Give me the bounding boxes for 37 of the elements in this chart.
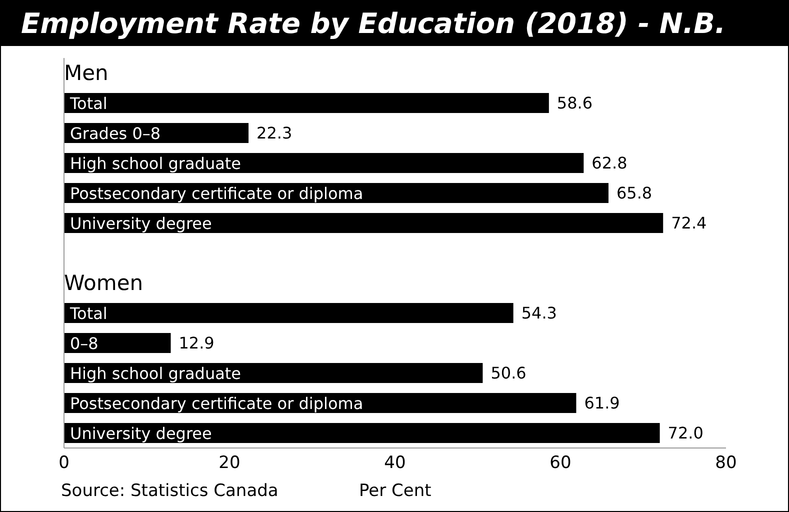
- bar: [64, 303, 514, 323]
- data-label: 54.3: [521, 304, 557, 323]
- x-tick-label: 0: [58, 453, 70, 474]
- y-tick-label: High school graduate: [70, 154, 241, 173]
- data-label: 65.8: [616, 184, 652, 203]
- data-label: 72.4: [671, 214, 707, 233]
- source-note: Source: Statistics Canada: [61, 481, 278, 501]
- data-label: 58.6: [556, 94, 593, 113]
- bar: [64, 153, 584, 173]
- y-tick-label: High school graduate: [70, 364, 241, 383]
- y-tick-label: University degree: [70, 214, 212, 233]
- y-tick-label: Women: [64, 271, 144, 295]
- x-tick-label: 60: [550, 453, 572, 474]
- y-tick-label: University degree: [70, 424, 212, 443]
- data-label: 22.3: [256, 124, 292, 143]
- bar: [64, 333, 171, 353]
- x-tick-label: 20: [218, 453, 240, 474]
- y-tick-label: Postsecondary certificate or diploma: [70, 184, 364, 203]
- y-tick-label: Grades 0–8: [70, 124, 161, 143]
- x-axis-title: Per Cent: [359, 481, 432, 501]
- bar: [64, 213, 664, 233]
- data-label: 12.9: [178, 334, 214, 353]
- y-tick-label: Total: [69, 304, 108, 323]
- bar: [64, 363, 483, 383]
- y-tick-label: 0–8: [70, 334, 98, 353]
- x-tick-label: 40: [384, 453, 406, 474]
- data-label: 62.8: [592, 154, 628, 173]
- data-label: 72.0: [668, 424, 704, 443]
- x-tick-label: 80: [715, 453, 737, 474]
- data-label: 61.9: [584, 394, 620, 413]
- y-tick-label: Postsecondary certificate or diploma: [70, 394, 364, 413]
- bar: [64, 423, 660, 443]
- y-tick-label: Men: [64, 61, 108, 85]
- bar: [64, 93, 549, 113]
- data-label: 50.6: [490, 364, 526, 383]
- chart-title: Employment Rate by Education (2018) - N.B.: [1, 1, 788, 46]
- y-tick-label: Total: [69, 94, 108, 113]
